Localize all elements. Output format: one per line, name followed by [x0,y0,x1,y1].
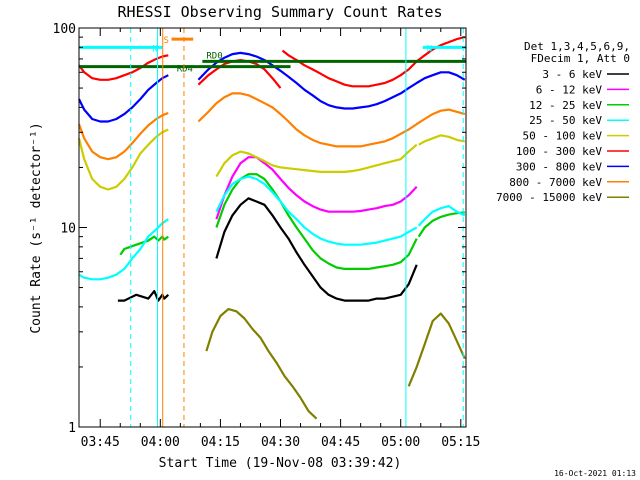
y-axis-label: Count Rate (s⁻¹ detector⁻¹) [29,122,44,333]
series-300-800-kev-line-2 [197,51,466,110]
legend-entry-label: 800 - 7000 keV [509,176,602,189]
series-3-6-kev-line-2 [215,197,418,302]
legend-entry-label: 50 - 100 keV [523,130,603,143]
series-800-7000-kev-line-1 [77,111,169,161]
x-tick-label: 04:30 [261,435,300,450]
legend-header-line: FDecim 1, Att 0 [531,52,630,65]
series-12-25-kev-line-3 [417,211,465,238]
series-12-25-kev-line-1 [119,235,169,256]
footer-timestamp: 16-Oct-2021 01:13 [554,469,636,478]
x-tick-label: 04:00 [141,435,180,450]
x-axis: 03:45 04:00 04:15 04:30 04:45 05:00 05:15 [81,28,480,450]
x-tick-label: 04:15 [201,435,240,450]
chart-title: RHESSI Observing Summary Count Rates [117,3,442,21]
state-bar-label-n-2: N [427,44,432,54]
legend-entry-label: 25 - 50 keV [529,114,602,127]
legend: Det 1,3,4,5,6,9,FDecim 1, Att 0 3 - 6 keV… [496,40,630,204]
x-axis-label: Start Time (19-Nov-08 03:39:42) [159,456,402,471]
x-tick-label: 04:45 [321,435,360,450]
series-50-100-kev-line-3 [418,134,466,146]
legend-entry-label: 12 - 25 keV [529,99,602,112]
x-tick-label: 03:45 [81,435,120,450]
series-7000-15000-kev-line-1 [205,308,318,420]
series-100-300-kev-line-2 [197,58,282,89]
series-layer [77,36,466,420]
legend-entry-label: 3 - 6 keV [542,68,602,81]
series-25-50-kev-line-2 [215,175,418,246]
state-bar-label-n-1: N [152,44,157,54]
y-axis: 1 10 100 [53,22,466,436]
series-800-7000-kev-line-2 [197,92,466,148]
series-100-300-kev-line-1 [78,54,169,81]
state-bar-label-s-3: S [164,36,169,46]
series-6-12-kev-line-1 [215,156,418,220]
series-3-6-kev-line-1 [117,290,170,302]
series-300-800-kev-line-1 [78,74,169,123]
state-bar-label-rd4-4: RD4 [177,65,193,75]
state-bar-label-rd0-5: RD0 [206,51,222,61]
legend-entry-label: 7000 - 15000 keV [496,191,602,204]
series-25-50-kev-line-3 [417,205,466,227]
x-tick-label: 05:00 [381,435,420,450]
legend-header-line: Det 1,3,4,5,6,9, [524,40,630,53]
legend-entry-label: 100 - 300 keV [516,145,602,158]
series-25-50-kev-line-1 [78,218,169,281]
series-50-100-kev-line-2 [215,143,418,178]
legend-entry-label: 300 - 800 keV [516,160,602,173]
x-tick-label: 05:15 [441,435,480,450]
legend-entry-label: 6 - 12 keV [536,83,603,96]
series-50-100-kev-line-1 [77,128,169,191]
y-tick-label: 10 [60,222,76,237]
y-tick-label: 1 [68,421,76,436]
y-tick-label: 100 [53,22,76,37]
series-12-25-kev-line-2 [215,173,418,270]
series-7000-15000-kev-line-2 [407,312,466,387]
